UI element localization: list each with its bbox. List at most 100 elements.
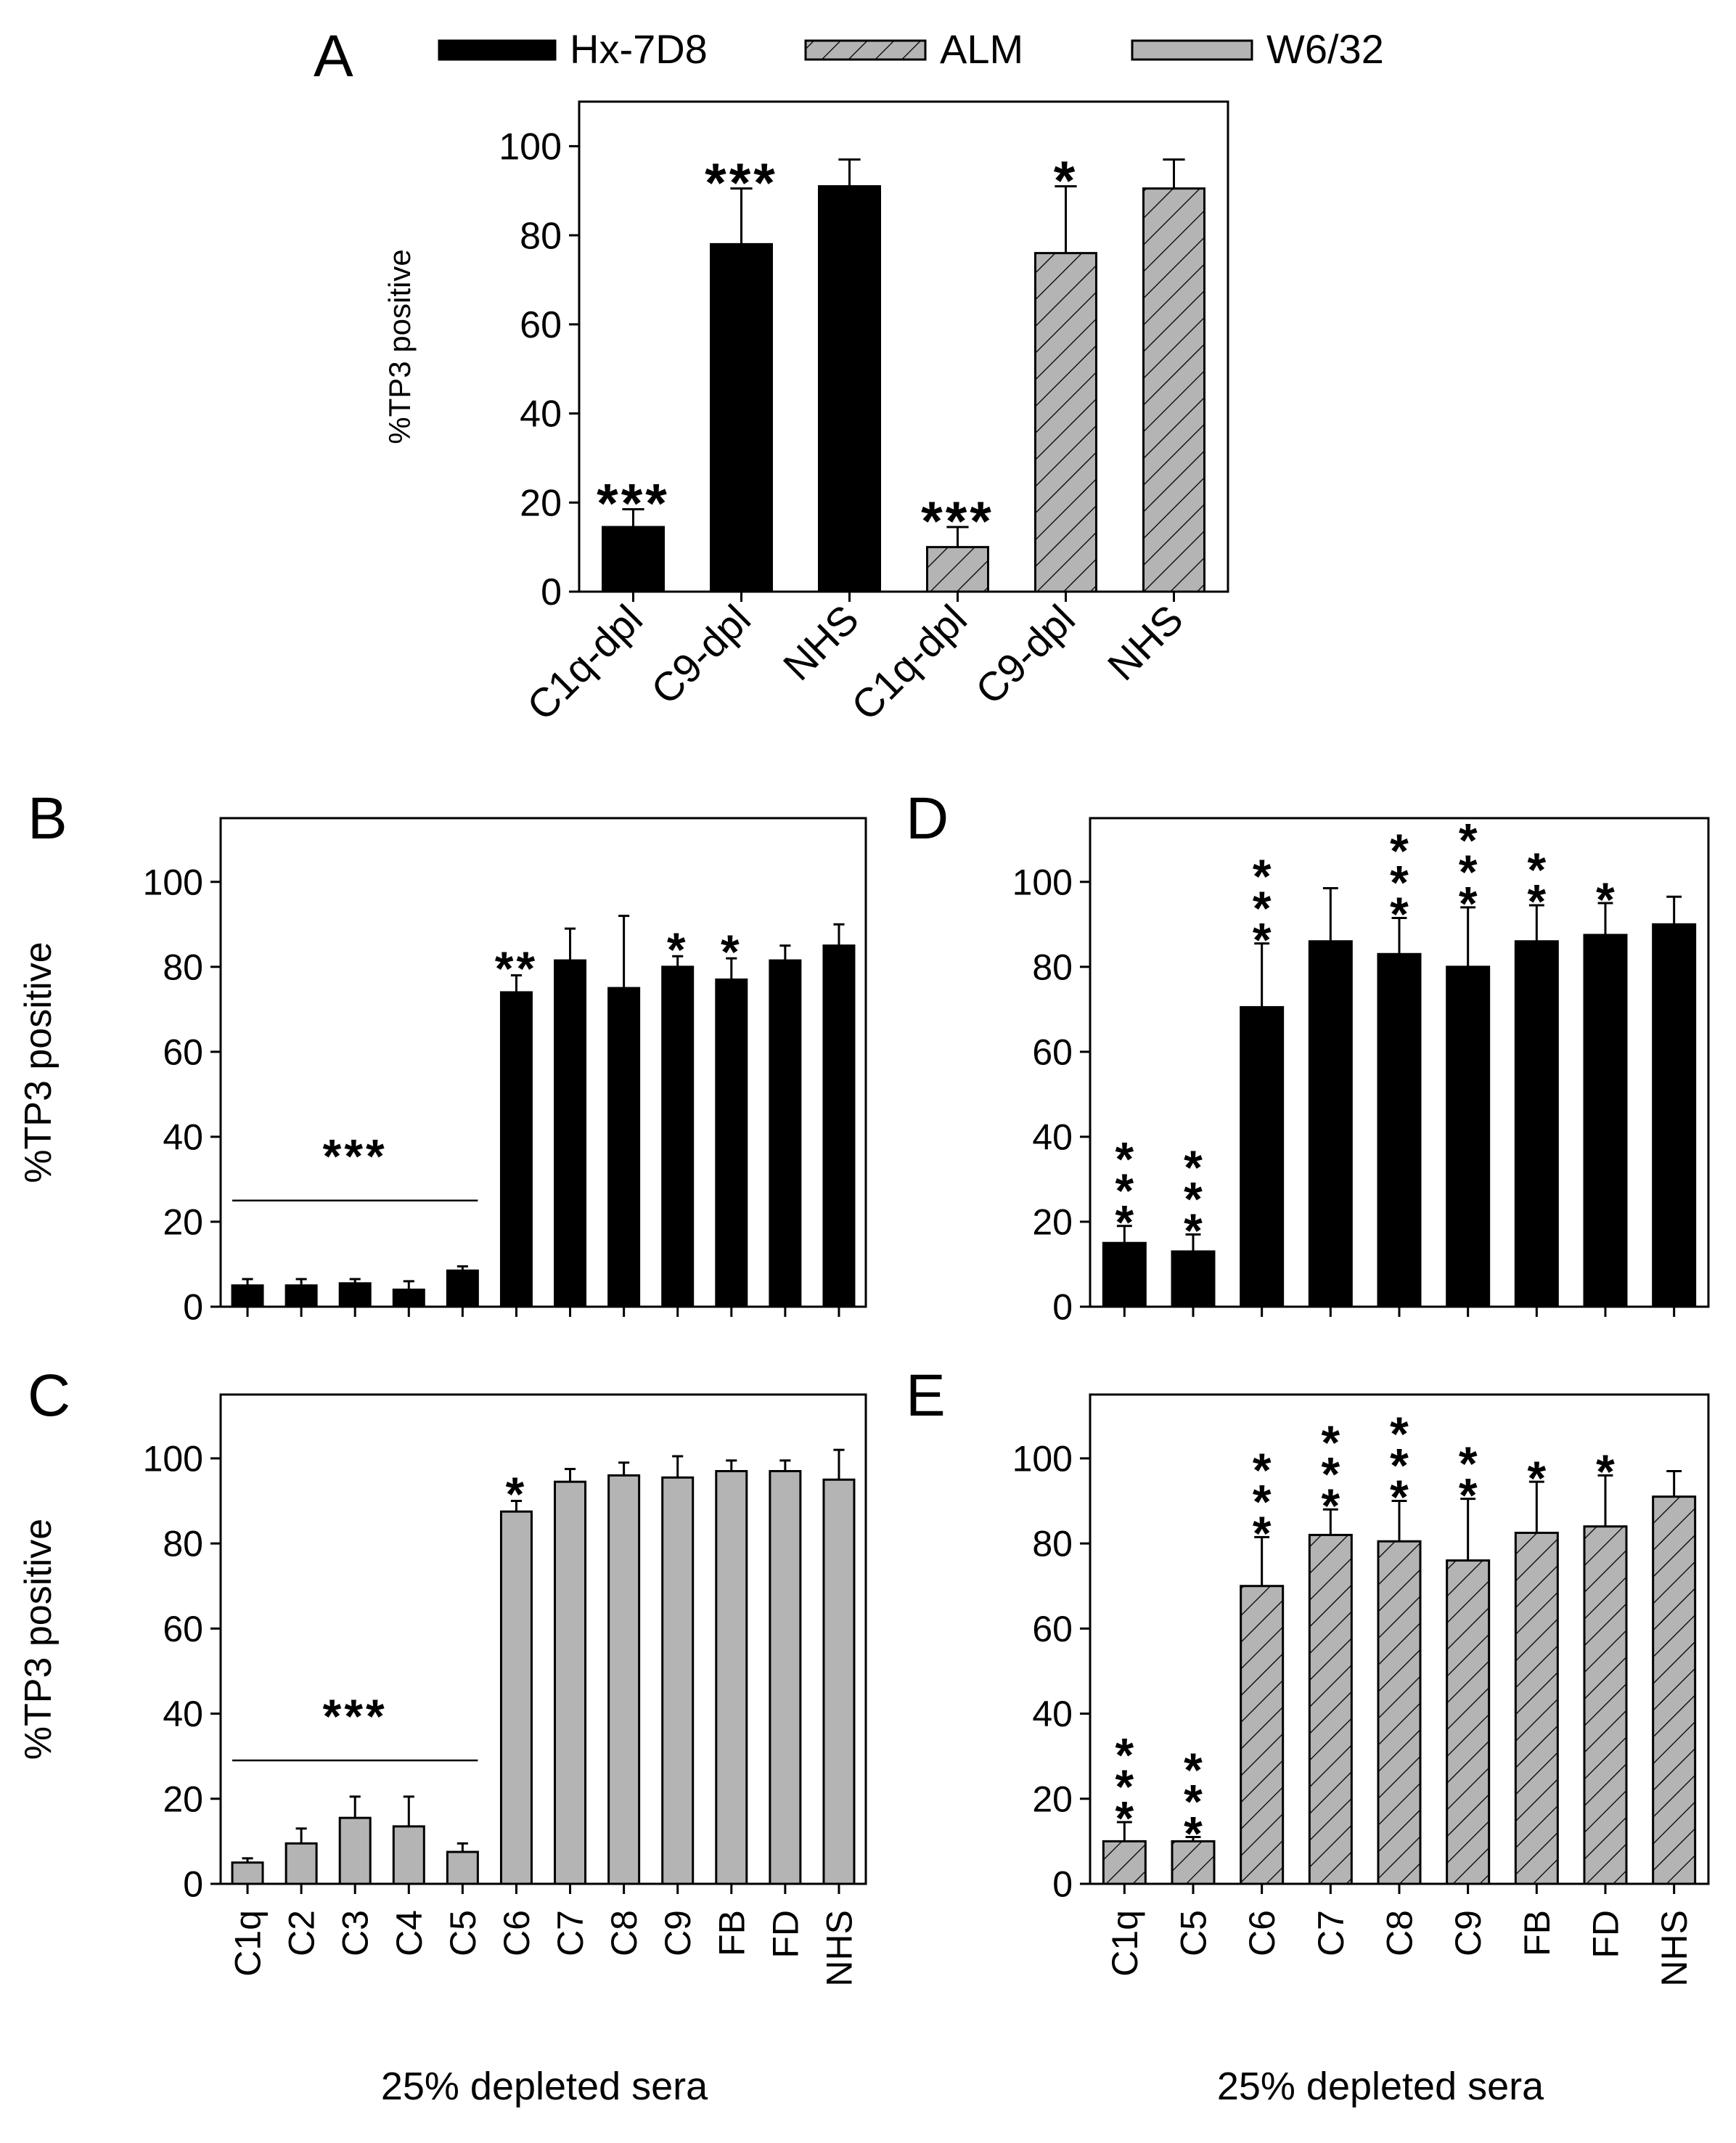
category-label: C1q-dpl [843,596,975,729]
significance-marker: * [1596,1445,1615,1498]
significance-marker: * [1184,1140,1203,1194]
category-label: C6 [496,1910,537,1956]
y-axis-label: %TP3 positive [382,249,417,444]
plot-frame [219,1393,867,1885]
y-tick-label: 20 [1032,1779,1073,1819]
panel-letter-e: E [906,1363,946,1429]
category-label: FD [1586,1910,1626,1959]
bar [284,1842,318,1885]
y-tick-label: 40 [163,1117,203,1157]
bar [1446,1559,1491,1885]
significance-marker: * [1459,877,1478,931]
significance-marker: * [1115,1760,1134,1813]
significance-marker: * [1390,1470,1409,1524]
bar [231,1284,264,1308]
significance-marker: * [1253,881,1272,935]
bar [1377,1540,1422,1885]
bar [818,185,881,593]
category-label: FB [711,1910,752,1956]
bar [1102,1241,1147,1308]
plot-frame [219,817,867,1308]
bar [231,1861,264,1885]
y-tick-label: 100 [143,862,203,902]
bar [710,242,773,593]
bar [392,1825,425,1885]
significance-marker: * [1527,875,1546,928]
significance-marker: * [1115,1196,1134,1249]
significance-marker: * [1184,1775,1203,1829]
significance-marker: * [1459,813,1478,867]
legend-swatch-gray [1131,39,1253,61]
panel-letter-b: B [28,785,67,852]
y-tick-label: 0 [541,571,562,613]
significance-marker: * [1184,1204,1203,1257]
bar [1171,1250,1216,1308]
significance-marker: * [1253,1443,1272,1497]
significance-marker: * [1253,849,1272,903]
significance-marker: * [721,925,742,979]
significance-marker: * [1115,1132,1134,1185]
significance-marker: * [1459,1437,1478,1490]
category-label: C5 [1174,1910,1214,1956]
panel-letter-c: C [28,1363,70,1429]
bar [554,959,587,1308]
y-tick-label: 100 [143,1438,203,1479]
bar [1652,1495,1697,1885]
y-tick-label: 0 [1052,1287,1073,1328]
significance-marker: * [1596,873,1615,926]
bar [1142,187,1205,593]
bar [446,1269,479,1308]
category-label: C7 [550,1910,591,1956]
significance-marker: * [506,1467,528,1521]
significance-marker: *** [597,473,670,535]
plot-frame [578,100,1229,593]
category-label: C6 [1242,1910,1282,1956]
bar [1583,934,1628,1308]
bar [661,1476,695,1885]
bar [769,1469,802,1885]
y-tick-label: 0 [1052,1864,1073,1905]
panel-letter-d: D [906,785,949,852]
significance-marker: * [1459,1468,1478,1522]
legend-label-hatch: ALM [940,26,1023,72]
category-label: C8 [1380,1910,1420,1956]
bar [602,526,665,593]
legend-label-solid: Hx-7D8 [570,26,708,72]
bar [715,1469,748,1885]
category-label: C4 [389,1910,430,1956]
bar [1446,966,1491,1308]
category-label: C5 [443,1910,483,1956]
category-label: C1q [228,1910,269,1977]
bar [1377,952,1422,1308]
y-tick-label: 100 [1012,862,1073,902]
bar [446,1850,479,1885]
y-tick-label: 40 [163,1694,203,1734]
category-label: C9-dpl [967,596,1084,713]
significance-marker: ** [495,942,538,995]
legend: Hx-7D8 ALM W6/32 [438,26,1384,72]
category-label: C9 [1448,1910,1489,1956]
significance-marker: * [1390,824,1409,878]
y-tick-label: 60 [163,1609,203,1649]
y-tick-label: 100 [499,126,562,168]
group-significance-marker: *** [323,1130,388,1183]
significance-marker: * [1253,1474,1272,1528]
y-tick-label: 40 [520,393,562,436]
bar [499,1510,533,1885]
bar [1308,940,1353,1308]
y-axis-label: %TP3 positive [17,1519,60,1760]
significance-marker: * [1390,887,1409,941]
significance-marker: * [1253,913,1272,966]
bar [554,1480,587,1885]
significance-marker: * [1527,1451,1546,1505]
significance-marker: * [1054,150,1078,212]
y-tick-label: 60 [1032,1032,1073,1072]
bar [1652,923,1697,1308]
category-label: C3 [335,1910,376,1956]
category-label: NHS [1654,1910,1695,1987]
category-label: C1q-dpl [518,596,651,729]
y-tick-label: 60 [163,1032,203,1072]
panel-letter-a: A [314,23,353,89]
